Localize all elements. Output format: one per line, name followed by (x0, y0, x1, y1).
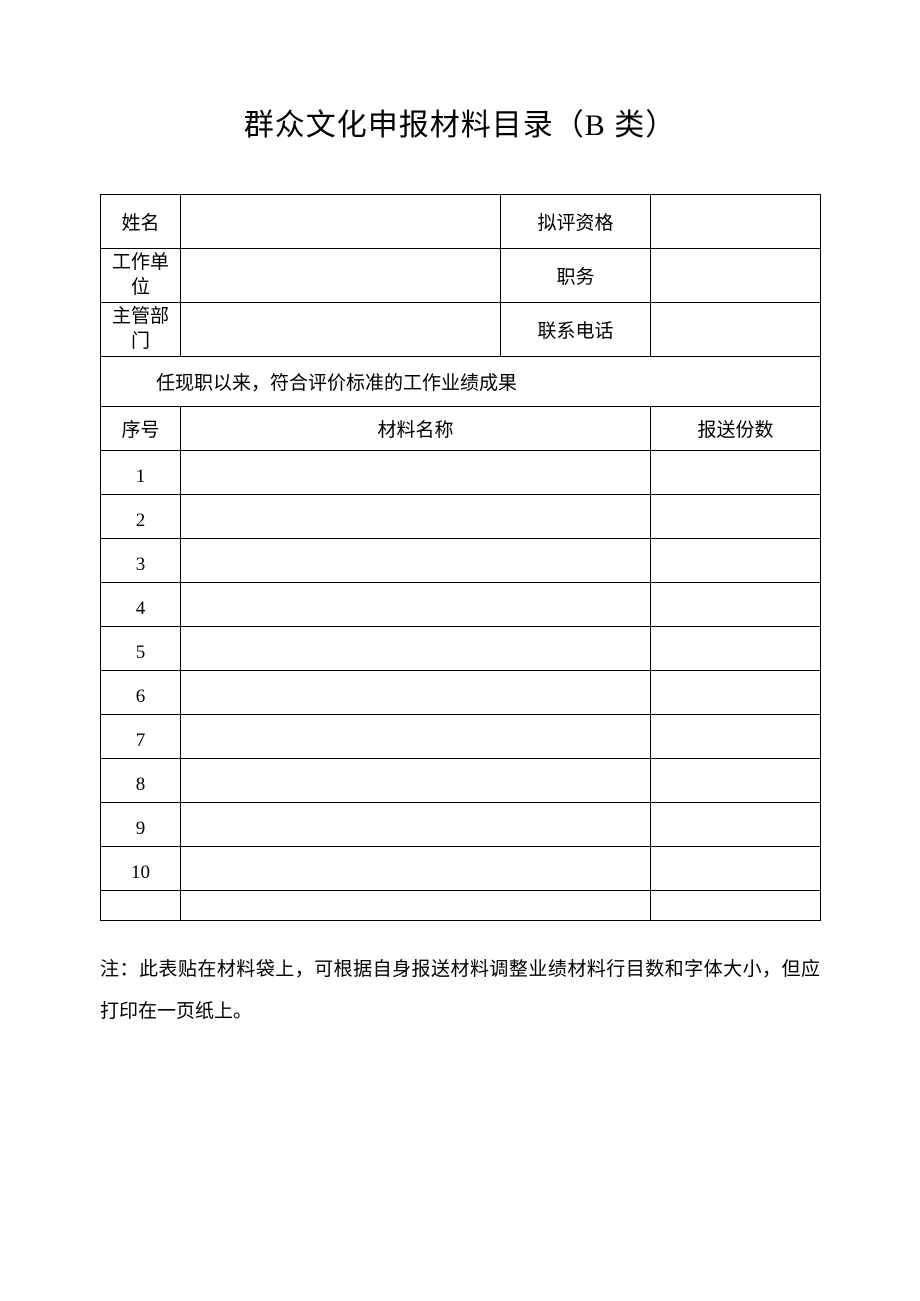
column-header-row: 序号 材料名称 报送份数 (101, 407, 821, 451)
document-page: 群众文化申报材料目录（B 类） 姓名 拟评资格 工作单 位 职务 主管部 (0, 0, 920, 1301)
page-title: 群众文化申报材料目录（B 类） (100, 100, 820, 144)
seq-cell: 7 (101, 715, 181, 759)
copies-cell (651, 539, 821, 583)
copies-cell (651, 495, 821, 539)
table-row: 7 (101, 715, 821, 759)
col-material: 材料名称 (181, 407, 651, 451)
table-row: 6 (101, 671, 821, 715)
seq-cell: 10 (101, 847, 181, 891)
section-title-row: 任现职以来，符合评价标准的工作业绩成果 (101, 357, 821, 407)
material-cell (181, 451, 651, 495)
material-cell (181, 583, 651, 627)
col-copies: 报送份数 (651, 407, 821, 451)
table-row: 10 (101, 847, 821, 891)
phone-label: 联系电话 (501, 303, 651, 357)
copies-cell (651, 583, 821, 627)
empty-seq (101, 891, 181, 921)
empty-row (101, 891, 821, 921)
copies-cell (651, 803, 821, 847)
data-rows-body: 12345678910 (101, 451, 821, 891)
seq-cell: 2 (101, 495, 181, 539)
material-cell (181, 539, 651, 583)
copies-cell (651, 847, 821, 891)
section-title: 任现职以来，符合评价标准的工作业绩成果 (101, 357, 821, 407)
copies-cell (651, 759, 821, 803)
department-label-line2: 门 (131, 331, 150, 352)
footnote: 注：此表贴在材料袋上，可根据自身报送材料调整业绩材料行目数和字体大小，但应打印在… (100, 949, 820, 1033)
copies-cell (651, 715, 821, 759)
seq-cell: 5 (101, 627, 181, 671)
workunit-label-line2: 位 (131, 277, 150, 298)
seq-cell: 1 (101, 451, 181, 495)
name-label: 姓名 (101, 195, 181, 249)
position-label: 职务 (501, 249, 651, 303)
material-cell (181, 495, 651, 539)
form-table: 姓名 拟评资格 工作单 位 职务 主管部 门 联系电话 任现职以来，符合评价标准… (100, 194, 821, 921)
department-label-line1: 主管部 (112, 306, 169, 327)
info-row-department: 主管部 门 联系电话 (101, 303, 821, 357)
table-row: 3 (101, 539, 821, 583)
material-cell (181, 627, 651, 671)
material-cell (181, 671, 651, 715)
empty-material (181, 891, 651, 921)
seq-cell: 3 (101, 539, 181, 583)
name-value (181, 195, 501, 249)
workunit-value (181, 249, 501, 303)
phone-value (651, 303, 821, 357)
material-cell (181, 715, 651, 759)
empty-copies (651, 891, 821, 921)
department-value (181, 303, 501, 357)
seq-cell: 6 (101, 671, 181, 715)
table-row: 1 (101, 451, 821, 495)
copies-cell (651, 671, 821, 715)
seq-cell: 9 (101, 803, 181, 847)
workunit-label-line1: 工作单 (112, 252, 169, 273)
material-cell (181, 847, 651, 891)
info-row-workunit: 工作单 位 职务 (101, 249, 821, 303)
material-cell (181, 759, 651, 803)
copies-cell (651, 451, 821, 495)
table-row: 2 (101, 495, 821, 539)
workunit-label: 工作单 位 (101, 249, 181, 303)
table-row: 8 (101, 759, 821, 803)
department-label: 主管部 门 (101, 303, 181, 357)
copies-cell (651, 627, 821, 671)
qualification-value (651, 195, 821, 249)
material-cell (181, 803, 651, 847)
table-row: 5 (101, 627, 821, 671)
table-row: 4 (101, 583, 821, 627)
qualification-label: 拟评资格 (501, 195, 651, 249)
info-row-name: 姓名 拟评资格 (101, 195, 821, 249)
table-row: 9 (101, 803, 821, 847)
seq-cell: 8 (101, 759, 181, 803)
seq-cell: 4 (101, 583, 181, 627)
col-seq: 序号 (101, 407, 181, 451)
position-value (651, 249, 821, 303)
